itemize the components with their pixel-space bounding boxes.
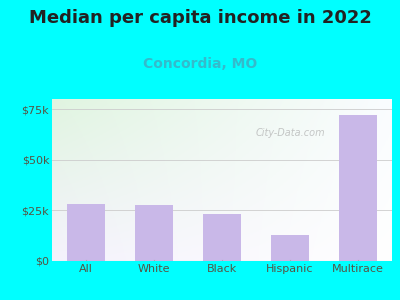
Bar — [67, 204, 105, 261]
Bar — [203, 214, 241, 261]
Text: Median per capita income in 2022: Median per capita income in 2022 — [28, 9, 372, 27]
Text: Concordia, MO: Concordia, MO — [143, 57, 257, 71]
Bar — [135, 205, 173, 261]
Text: City-Data.com: City-Data.com — [256, 128, 326, 138]
Bar — [271, 235, 309, 261]
Bar — [339, 115, 377, 261]
